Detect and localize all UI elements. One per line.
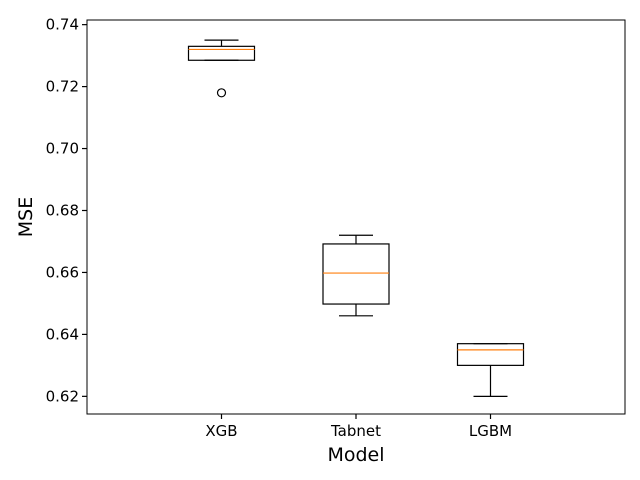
box-lgbm xyxy=(456,343,525,397)
x-tick-label: Tabnet xyxy=(330,422,381,440)
y-axis-ticks: 0.62 0.64 0.66 0.68 0.70 0.72 0.74 xyxy=(46,16,87,405)
y-tick-label: 0.62 xyxy=(46,387,79,405)
box-xgb xyxy=(187,39,256,98)
y-tick-label: 0.64 xyxy=(46,325,79,343)
y-axis-label: MSE xyxy=(15,197,37,237)
y-tick-label: 0.66 xyxy=(46,263,79,281)
y-tick-label: 0.74 xyxy=(46,16,79,34)
x-axis-ticks: XGB Tabnet LGBM xyxy=(205,414,512,440)
plot-area xyxy=(87,20,625,414)
y-tick-label: 0.68 xyxy=(46,201,79,219)
box-plot-marks xyxy=(187,39,525,397)
outlier-point xyxy=(216,88,227,98)
y-tick-label: 0.72 xyxy=(46,78,79,96)
x-tick-label: XGB xyxy=(205,422,237,440)
iqr-box xyxy=(187,45,256,61)
x-tick-label: LGBM xyxy=(469,422,512,440)
iqr-box xyxy=(322,243,390,305)
y-tick-label: 0.70 xyxy=(46,140,79,158)
plot-frame xyxy=(86,19,626,415)
box-tabnet xyxy=(322,234,390,317)
x-axis-label: Model xyxy=(327,444,384,466)
iqr-box xyxy=(456,343,525,366)
